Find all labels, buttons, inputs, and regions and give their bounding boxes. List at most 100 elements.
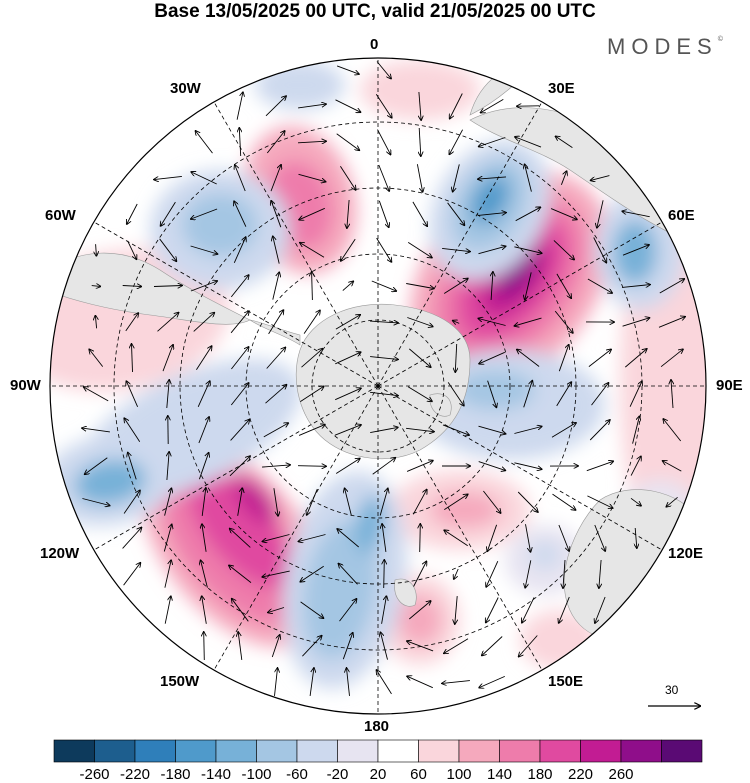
colorbar-swatch [175, 739, 217, 763]
wind-vector [125, 313, 138, 332]
wind-vector [91, 286, 101, 287]
wind-vector [376, 237, 392, 262]
wind-vector [407, 317, 432, 327]
wind-vector [622, 211, 650, 218]
wind-vector [663, 419, 682, 442]
land-outline [295, 303, 471, 459]
anomaly-blob [529, 541, 561, 569]
wind-vector [238, 632, 243, 660]
wind-vector [236, 92, 243, 120]
colorbar-swatch [215, 739, 257, 763]
wind-vector [599, 559, 601, 588]
wind-vector [371, 280, 396, 291]
wind-vector [339, 599, 357, 622]
wind-vector [95, 316, 96, 329]
lon-label-120e: 120E [668, 545, 704, 562]
wind-vector [658, 317, 685, 328]
wind-vector [299, 534, 326, 542]
wind-vector [298, 104, 326, 109]
wind-vector [341, 238, 356, 261]
reference-vector-label: 30 [665, 683, 679, 697]
wind-vector [204, 632, 205, 661]
wind-vector [297, 141, 326, 143]
lon-label-0: 0 [370, 36, 379, 53]
wind-vector [406, 427, 434, 431]
wind-vector [268, 607, 285, 613]
wind-vector [482, 636, 503, 656]
wind-vector [594, 524, 605, 551]
wind-vector [231, 347, 248, 370]
wind-vector [551, 423, 576, 438]
wind-vector [409, 601, 430, 620]
wind-vector [559, 596, 570, 623]
wind-vector [312, 272, 313, 301]
anomaly-blob [471, 176, 509, 224]
wind-vector [235, 165, 246, 192]
wind-vector [625, 349, 646, 368]
wind-vector [486, 597, 499, 623]
wind-vector [128, 453, 137, 480]
wind-vector [336, 65, 359, 74]
wind-vector [487, 380, 497, 408]
colorbar-swatch [661, 739, 703, 763]
wind-vector [517, 491, 538, 512]
wind-vector [525, 272, 532, 299]
wind-vector [375, 94, 391, 117]
wind-vector [82, 498, 109, 506]
anomaly-blob [182, 193, 258, 257]
wind-vector [193, 313, 215, 332]
wind-vector [444, 530, 468, 547]
wind-vector [454, 568, 459, 579]
wind-vector [556, 382, 572, 407]
wind-vector [335, 315, 360, 330]
colorbar-swatch [296, 739, 338, 763]
wind-vector [523, 381, 533, 408]
land-outline [394, 578, 417, 607]
wind-vector [517, 350, 540, 367]
wind-vector [455, 596, 457, 624]
wind-vector [229, 456, 250, 477]
wind-vector [442, 424, 469, 435]
wind-vector [190, 281, 217, 292]
wind-vector [412, 201, 427, 226]
wind-vector [412, 490, 426, 515]
wind-vector [266, 348, 286, 369]
meridian-line [377, 385, 663, 551]
wind-vector [595, 596, 606, 623]
wind-vector [370, 427, 398, 434]
wind-vector [671, 380, 673, 409]
meridian-line [377, 101, 543, 387]
wind-vector [159, 238, 177, 261]
wind-vector [342, 633, 352, 660]
wind-vector [265, 96, 286, 117]
wind-vector [522, 597, 535, 622]
wind-vector [556, 273, 571, 298]
colorbar-swatch [620, 739, 662, 763]
wind-vector [479, 351, 505, 363]
wind-vector [234, 201, 247, 227]
wind-vector [453, 164, 460, 191]
wind-vector [369, 321, 398, 323]
wind-vector [370, 391, 398, 395]
wind-vector [406, 283, 434, 289]
wind-vector [416, 164, 422, 192]
wind-vector [407, 386, 432, 402]
wind-vector [122, 286, 142, 287]
colorbar-tick-label: 260 [608, 766, 634, 783]
wind-vector [553, 240, 574, 259]
anomaly-field [50, 58, 706, 714]
lon-label-90e: 90E [716, 377, 743, 394]
wind-vector [630, 497, 641, 505]
colorbar-tick-label: 60 [410, 766, 427, 783]
wind-vector [126, 381, 139, 407]
wind-vector [229, 565, 252, 583]
wind-vector [297, 466, 326, 467]
wind-vector [342, 281, 353, 291]
anomaly-blob [398, 595, 442, 645]
wind-vector [442, 247, 470, 251]
lon-label-150e: 150E [548, 673, 584, 690]
wind-vector [337, 529, 359, 548]
land-outline [50, 252, 251, 325]
wind-vector [301, 349, 323, 368]
brand-logo: MODES© [607, 34, 723, 60]
